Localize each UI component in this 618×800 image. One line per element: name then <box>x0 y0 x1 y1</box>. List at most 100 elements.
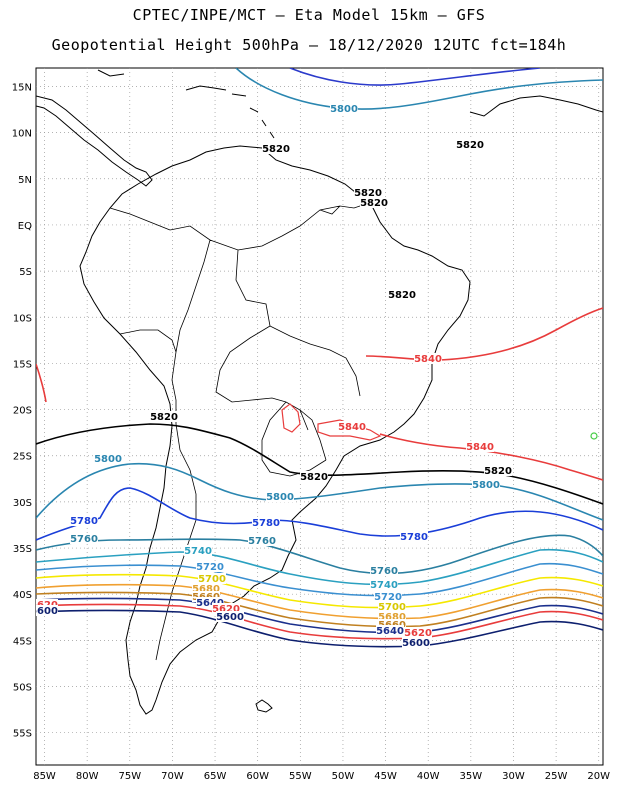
contour-label-bg <box>262 143 290 154</box>
falkland-islands <box>255 699 273 713</box>
contour-5700 <box>36 573 603 609</box>
lon-tick-label: 30W <box>502 771 525 782</box>
lon-tick-label: 75W <box>118 771 141 782</box>
contour-label-bg <box>252 517 280 528</box>
contour-label: 5680 <box>378 612 406 623</box>
contour-5840-east <box>365 307 603 361</box>
contour-label-bg <box>184 545 212 556</box>
lon-tick-label: 80W <box>76 771 99 782</box>
contour-label: 5600 <box>402 638 430 649</box>
contour-label-bg <box>330 103 358 114</box>
coastlines-and-borders <box>36 69 603 715</box>
contour-label-bg <box>198 573 226 584</box>
contour-label: 5680 <box>192 584 220 595</box>
lat-tick-label: 25S <box>13 452 32 463</box>
contour-label-bg <box>374 591 402 602</box>
contour-label: 5840 <box>414 354 442 365</box>
lat-tick-label: 40S <box>13 590 32 601</box>
contour-label: 5820 <box>388 290 416 301</box>
map-title-line1: CPTEC/INPE/MCT – Eta Model 15km – GFS <box>132 6 486 24</box>
contour-label-bg <box>300 471 328 482</box>
lon-tick-label: 85W <box>33 771 56 782</box>
contour-5620 <box>36 603 603 640</box>
contour-5660 <box>36 591 603 628</box>
lon-tick-label: 20W <box>587 771 610 782</box>
contour-label: 5700 <box>198 574 226 585</box>
lon-tick-label: 55W <box>289 771 312 782</box>
contour-label: 5820 <box>354 188 382 199</box>
lon-tick-label: 40W <box>417 771 440 782</box>
lon-tick-label: 25W <box>545 771 568 782</box>
contour-5680 <box>36 583 603 620</box>
contour-label-bg <box>370 579 398 590</box>
contour-label-bg <box>388 289 416 300</box>
contour-label-bg <box>378 611 406 622</box>
lat-tick-label: 15N <box>12 82 32 93</box>
contour-label: 5640 <box>196 598 224 609</box>
lat-tick-label: 5S <box>19 267 32 278</box>
contour-label: 5620 <box>404 628 432 639</box>
lat-tick-label: 10N <box>12 129 32 140</box>
contour-label: 5740 <box>184 546 212 557</box>
contour-5800-north <box>235 68 603 110</box>
contour-5600 <box>36 609 603 648</box>
contour-label: 5800 <box>330 104 358 115</box>
latitude-tick-labels: 15N 10N 5N EQ 5S 10S 15S 20S 25S 30S 35S 40S 45S 50S 5… <box>12 82 32 739</box>
contour-label-bg <box>36 599 58 610</box>
contour-label-bg <box>196 561 224 572</box>
contour-5760 <box>36 534 603 575</box>
contour-label-bg <box>70 515 98 526</box>
lon-tick-label: 35W <box>460 771 483 782</box>
contour-label-bg <box>150 411 178 422</box>
contour-label-bg <box>212 603 240 614</box>
lat-tick-label: 5N <box>18 175 32 186</box>
contour-label-bg <box>378 619 406 630</box>
lon-tick-label: 65W <box>204 771 227 782</box>
contour-label-bg <box>466 441 494 452</box>
contour-label-bg <box>484 465 512 476</box>
lat-tick-label: 20S <box>13 406 32 417</box>
contour-label: 5720 <box>196 562 224 573</box>
contour-label: 5820 <box>262 144 290 155</box>
contour-label: 5780 <box>400 532 428 543</box>
contour-label: 5760 <box>370 566 398 577</box>
contour-label: 5640 <box>376 626 404 637</box>
contour-label: 5600 <box>30 606 58 617</box>
map-title-line2: Geopotential Height 500hPa – 18/12/2020 … <box>51 36 567 54</box>
contour-label-bg <box>36 605 58 616</box>
contour-label-bg <box>338 421 366 432</box>
contour-5840-south <box>379 433 603 481</box>
contour-label: 5620 <box>212 604 240 615</box>
central-america-coastline <box>36 95 153 187</box>
contour-label-bg <box>196 597 224 608</box>
contour-label-bg <box>400 531 428 542</box>
contour-5640 <box>36 597 603 634</box>
lon-tick-label: 45W <box>374 771 397 782</box>
lat-tick-label: 35S <box>13 544 32 555</box>
contour-label: 5600 <box>216 612 244 623</box>
contour-label: 5740 <box>370 580 398 591</box>
contour-5740 <box>36 548 603 586</box>
contour-label: 5700 <box>378 602 406 613</box>
contour-label: 5820 <box>360 198 388 209</box>
lat-tick-label: 30S <box>13 498 32 509</box>
contour-label-bg <box>404 627 432 638</box>
map-frame <box>35 67 604 766</box>
contour-5840-west <box>36 363 47 403</box>
lon-tick-label: 50W <box>332 771 355 782</box>
contour-label: 5780 <box>252 518 280 529</box>
contour-label-bg <box>70 533 98 544</box>
contour-label-bg <box>402 637 430 648</box>
contour-label-bg <box>192 591 220 602</box>
contour-label-bg <box>94 453 122 464</box>
contour-label: 5820 <box>484 466 512 477</box>
lon-tick-label: 70W <box>161 771 184 782</box>
contour-label: 5840 <box>466 442 494 453</box>
contour-label-bg <box>378 601 406 612</box>
contour-label: 5760 <box>70 534 98 545</box>
contour-label-bg <box>266 491 294 502</box>
contour-label: 5840 <box>338 422 366 433</box>
lat-tick-label: 55S <box>13 729 32 740</box>
contour-label: 5760 <box>248 536 276 547</box>
contour-label-bg <box>360 197 388 208</box>
